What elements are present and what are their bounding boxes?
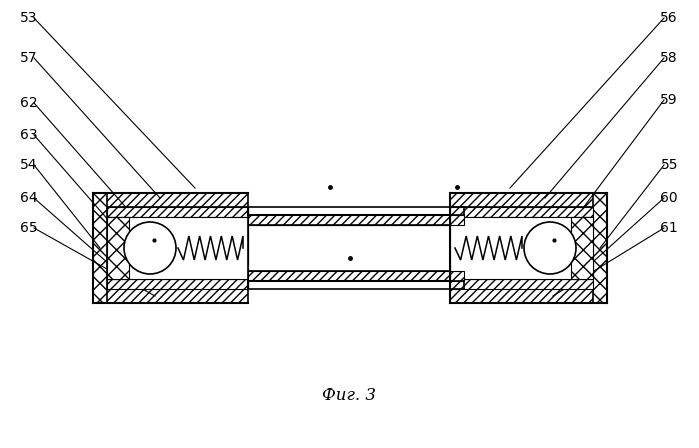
- Text: 62: 62: [20, 96, 38, 110]
- Polygon shape: [107, 207, 248, 217]
- Text: 55: 55: [661, 158, 678, 172]
- Polygon shape: [571, 217, 593, 279]
- Polygon shape: [450, 193, 607, 207]
- Polygon shape: [450, 271, 464, 281]
- Circle shape: [524, 222, 576, 274]
- Circle shape: [124, 222, 176, 274]
- Polygon shape: [450, 215, 464, 225]
- Text: 56: 56: [661, 11, 678, 25]
- Text: 57: 57: [20, 51, 38, 65]
- Text: 65: 65: [20, 221, 38, 235]
- Text: 59: 59: [661, 93, 678, 107]
- Polygon shape: [107, 207, 248, 289]
- Text: 54: 54: [20, 158, 38, 172]
- Polygon shape: [107, 217, 129, 279]
- Text: Фиг. 3: Фиг. 3: [322, 387, 376, 404]
- Polygon shape: [450, 289, 607, 303]
- Polygon shape: [450, 279, 593, 289]
- Polygon shape: [248, 271, 450, 281]
- Text: 58: 58: [661, 51, 678, 65]
- Polygon shape: [450, 207, 593, 217]
- Polygon shape: [450, 217, 593, 279]
- Polygon shape: [107, 217, 248, 279]
- Text: 63: 63: [20, 128, 38, 142]
- Polygon shape: [450, 207, 593, 289]
- Text: 61: 61: [661, 221, 678, 235]
- Polygon shape: [93, 193, 248, 207]
- Text: 53: 53: [20, 11, 38, 25]
- Polygon shape: [93, 289, 248, 303]
- Polygon shape: [107, 279, 248, 289]
- Polygon shape: [593, 193, 607, 303]
- Polygon shape: [248, 215, 450, 225]
- Polygon shape: [248, 225, 450, 271]
- Text: 64: 64: [20, 191, 38, 205]
- Text: 60: 60: [661, 191, 678, 205]
- Polygon shape: [93, 193, 107, 303]
